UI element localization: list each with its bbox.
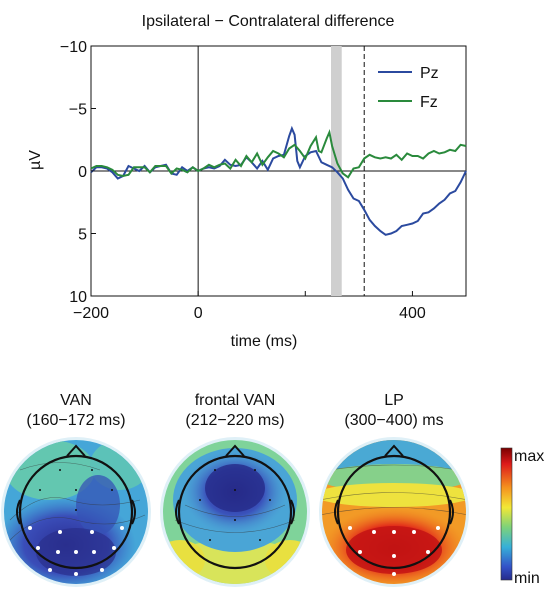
topomap-van-ear-left bbox=[16, 499, 21, 525]
x-tick-label: 400 bbox=[399, 305, 426, 322]
topomap-frontal-van-window: (212−220 ms) bbox=[185, 412, 284, 429]
topomap-van: VAN (160−172 ms) bbox=[1, 392, 151, 587]
topomap-lp-head bbox=[336, 454, 452, 570]
topomap-frontal-van-sensor-dots bbox=[199, 469, 271, 541]
topomap-van-electrodes bbox=[28, 526, 124, 576]
series-pz-line bbox=[90, 125, 467, 236]
topomap-van-sensor-dots bbox=[39, 469, 113, 511]
topomap-lp-ear-right bbox=[449, 499, 454, 525]
topomap-lp: LP (300−400) ms bbox=[319, 392, 469, 587]
x-axis-ticks: −200 0 400 bbox=[73, 291, 426, 322]
topomap-van-title: VAN bbox=[60, 392, 92, 409]
topomap-frontal-van-ear-right bbox=[290, 499, 295, 525]
y-axis-ticks: −10 −5 0 5 10 bbox=[60, 39, 96, 306]
topomap-lp-title: LP bbox=[384, 392, 404, 409]
y-tick-label: 5 bbox=[78, 227, 87, 244]
topomap-frontal-van: frontal VAN (212−220 ms) bbox=[160, 392, 310, 587]
topomap-lp-ear-left bbox=[334, 499, 339, 525]
colorbar-min-label: min bbox=[514, 570, 540, 587]
topomap-van-head bbox=[18, 454, 134, 570]
colorbar-gradient bbox=[500, 447, 513, 581]
topomap-lp-nose bbox=[384, 444, 404, 457]
colorbar-max-label: max bbox=[514, 448, 544, 465]
y-tick-label: −5 bbox=[69, 102, 87, 119]
legend-pz-label: Pz bbox=[420, 65, 439, 82]
topomap-frontal-van-nose bbox=[225, 444, 245, 457]
topomap-frontal-van-title: frontal VAN bbox=[195, 392, 276, 409]
topomap-van-ear-right bbox=[131, 499, 136, 525]
topomap-lp-window: (300−400) ms bbox=[344, 412, 443, 429]
topomap-frontal-van-head bbox=[177, 454, 293, 570]
topomap-frontal-van-ear-left bbox=[175, 499, 180, 525]
series-fz-line bbox=[90, 128, 467, 179]
topomap-van-window: (160−172 ms) bbox=[26, 412, 125, 429]
y-tick-label: 0 bbox=[78, 164, 87, 181]
topomap-lp-electrodes bbox=[348, 526, 440, 576]
y-tick-label: −10 bbox=[60, 39, 87, 56]
chart-title: Ipsilateral − Contralateral difference bbox=[142, 13, 395, 30]
legend: Pz Fz bbox=[378, 65, 439, 111]
y-axis-label: µV bbox=[27, 150, 44, 170]
x-tick-label: 0 bbox=[194, 305, 203, 322]
legend-fz-label: Fz bbox=[420, 94, 438, 111]
colorbar: max min bbox=[500, 447, 544, 587]
y-tick-label: 10 bbox=[69, 289, 87, 306]
x-axis-label: time (ms) bbox=[231, 333, 298, 350]
x-tick-label: −200 bbox=[73, 305, 109, 322]
topomap-van-nose bbox=[66, 444, 86, 457]
